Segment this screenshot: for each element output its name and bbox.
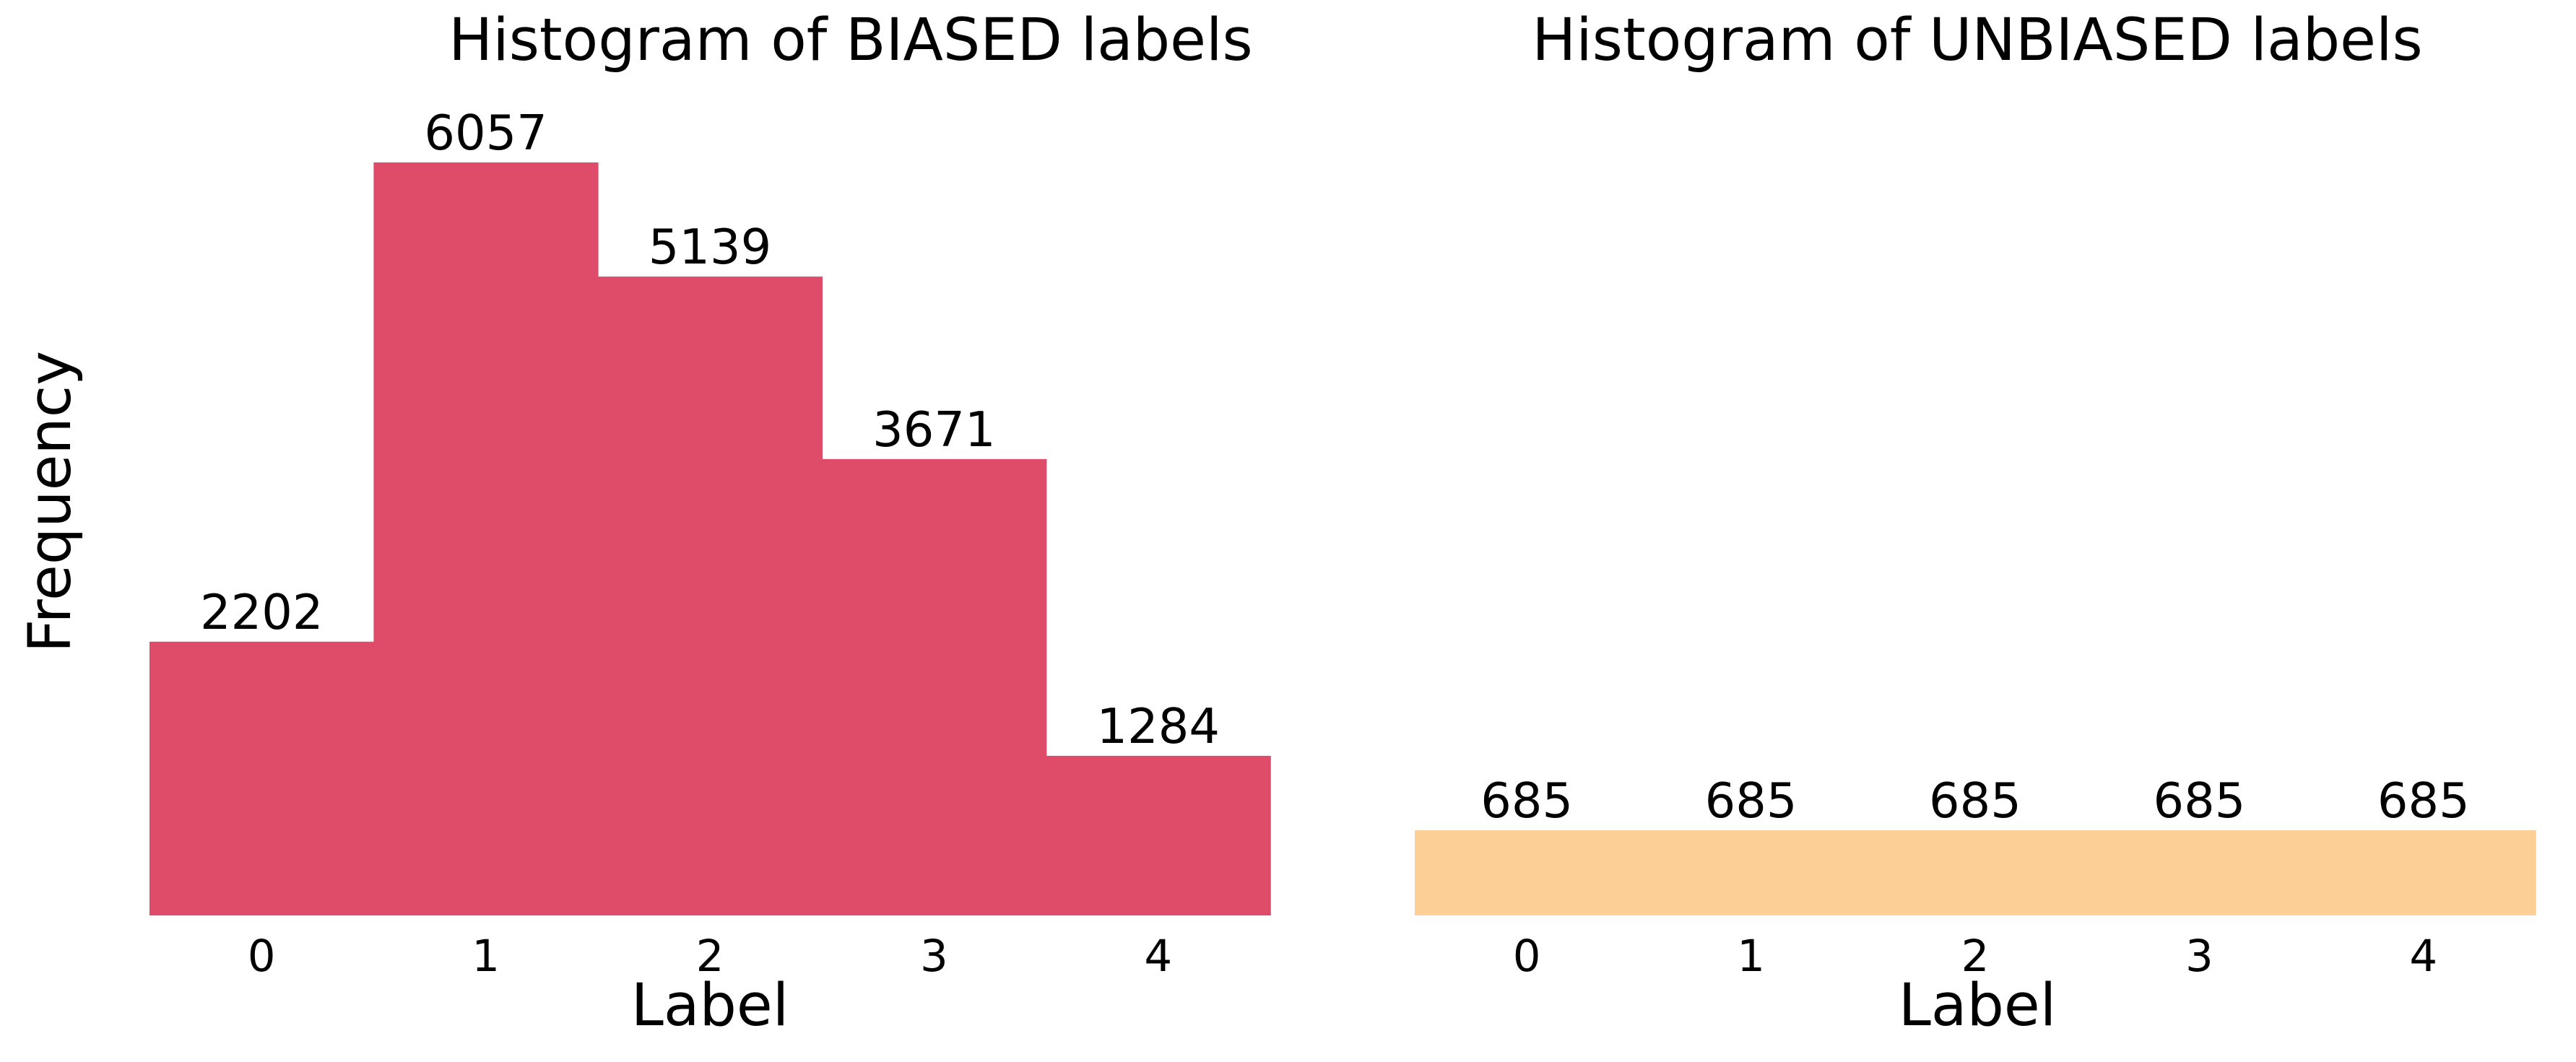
biased-bar-4 [1046, 755, 1271, 915]
unbiased-x-tick-label-2: 2 [1961, 931, 1990, 982]
unbiased-x-tick-label-0: 0 [1513, 931, 1541, 982]
biased-panel: Histogram of BIASED labels Frequency 220… [17, 6, 1271, 1040]
biased-bars [149, 162, 1271, 916]
unbiased-panel: Histogram of UNBIASED labels 685 685 685 68… [1415, 6, 2536, 1040]
unbiased-data-labels: 685 685 685 685 685 [1480, 772, 2469, 829]
unbiased-x-tick-label-3: 3 [2185, 931, 2213, 982]
unbiased-bars [1415, 830, 2536, 915]
unbiased-data-label-4: 685 [2377, 772, 2470, 829]
unbiased-bar-1 [1639, 830, 1864, 915]
biased-data-label-1: 6057 [424, 105, 547, 161]
biased-data-labels: 2202 6057 5139 3671 1284 [200, 105, 1220, 754]
biased-data-label-4: 1284 [1097, 698, 1220, 754]
unbiased-xlabel: Label [1899, 972, 2057, 1040]
biased-bar-2 [597, 277, 823, 916]
unbiased-x-ticks: 0 1 2 3 4 [1513, 931, 2437, 982]
biased-data-label-3: 3671 [872, 401, 996, 458]
biased-x-tick-label-3: 3 [920, 931, 948, 982]
unbiased-bar-4 [2311, 830, 2536, 915]
biased-x-tick-label-0: 0 [248, 931, 276, 982]
biased-bar-1 [373, 162, 599, 915]
biased-x-tick-label-4: 4 [1144, 931, 1172, 982]
biased-x-tick-label-1: 1 [472, 931, 500, 982]
unbiased-x-tick-label-4: 4 [2409, 931, 2437, 982]
unbiased-bar-3 [2087, 830, 2312, 915]
biased-ylabel: Frequency [17, 351, 84, 653]
unbiased-bar-2 [1862, 830, 2088, 915]
biased-bar-3 [822, 458, 1047, 915]
unbiased-title: Histogram of UNBIASED labels [1532, 6, 2422, 74]
unbiased-data-label-2: 685 [1929, 772, 2021, 829]
unbiased-data-label-0: 685 [1480, 772, 1573, 829]
unbiased-x-tick-label-1: 1 [1737, 931, 1765, 982]
biased-title: Histogram of BIASED labels [448, 6, 1252, 74]
biased-x-ticks: 0 1 2 3 4 [248, 931, 1172, 982]
unbiased-bar-0 [1415, 830, 1640, 915]
biased-xlabel: Label [631, 972, 789, 1040]
biased-data-label-2: 5139 [649, 219, 772, 275]
biased-bar-0 [149, 641, 375, 915]
biased-x-tick-label-2: 2 [696, 931, 724, 982]
unbiased-data-label-1: 685 [1705, 772, 1797, 829]
unbiased-data-label-3: 685 [2153, 772, 2245, 829]
biased-data-label-0: 2202 [200, 584, 324, 640]
